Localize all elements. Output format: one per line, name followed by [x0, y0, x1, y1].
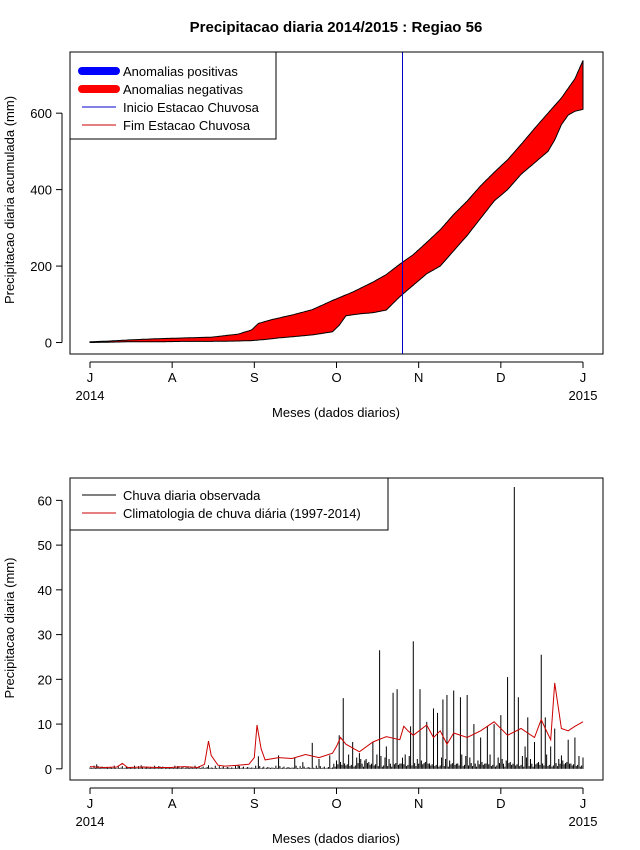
x-tick-label: J	[580, 796, 587, 811]
daily-chart-axes: 0 10 20 30 40 50 60 J A S O N D J 2014 2015	[38, 493, 598, 829]
anomaly-areas	[89, 52, 584, 354]
accumulated-precipitation-chart: 0 200 400 600 J A S O N D J 2014 2015 Anomalias posi…	[2, 51, 604, 420]
daily-chart-y-axis-title: Precipitacao diaria (mm)	[2, 558, 17, 699]
daily-chart-x-axis-title: Meses (dados diarios)	[272, 831, 400, 846]
figure-title: Precipitacao diaria 2014/2015 : Regiao 5…	[190, 19, 483, 36]
daily-chart-legend: Chuva diaria observada Climatologia de ch…	[69, 477, 389, 531]
legend-label: Inicio Estacao Chuvosa	[123, 100, 260, 115]
climatology-line-group	[89, 682, 584, 769]
x-tick-label: N	[414, 796, 423, 811]
accumulated-chart-legend: Anomalias positivas Anomalias negativas In…	[69, 51, 277, 140]
y-tick-label: 50	[38, 538, 52, 553]
climatology-line	[89, 682, 584, 769]
accumulated-chart-axes: 0 200 400 600 J A S O N D J 2014 2015	[30, 106, 597, 403]
y-tick-label: 600	[30, 106, 52, 121]
daily-chart-plot-frame	[69, 477, 604, 781]
x-tick-label: J	[87, 796, 94, 811]
legend-box	[69, 477, 389, 531]
x-tick-label: S	[250, 796, 259, 811]
y-tick-label: 400	[30, 183, 52, 198]
x-tick-label: N	[414, 370, 423, 385]
x-tick-label: A	[168, 370, 177, 385]
legend-label: Anomalias negativas	[123, 82, 243, 97]
y-tick-label: 40	[38, 583, 52, 598]
daily-precipitation-chart: 0 10 20 30 40 50 60 J A S O N D J 2014 2015 Chuva diari…	[2, 477, 604, 846]
y-tick-label: 10	[38, 717, 52, 732]
y-tick-label: 200	[30, 259, 52, 274]
y-tick-label: 60	[38, 493, 52, 508]
x-tick-label: S	[250, 370, 259, 385]
x-tick-label: J	[580, 370, 587, 385]
x-tick-label: D	[496, 370, 505, 385]
x-tick-label: O	[331, 370, 341, 385]
x-year-label: 2015	[569, 388, 598, 403]
x-tick-label: D	[496, 796, 505, 811]
negative-anomaly-area	[89, 60, 584, 343]
legend-label: Chuva diaria observada	[123, 488, 261, 503]
x-year-label: 2014	[76, 388, 105, 403]
x-year-label: 2014	[76, 814, 105, 829]
x-tick-label: O	[331, 796, 341, 811]
observed-rain-bars	[89, 486, 584, 769]
accumulated-chart-x-axis-title: Meses (dados diarios)	[272, 405, 400, 420]
x-year-label: 2015	[569, 814, 598, 829]
y-tick-label: 0	[45, 762, 52, 777]
x-tick-label: J	[87, 370, 94, 385]
accumulated-chart-plot-frame	[69, 51, 604, 355]
y-tick-label: 20	[38, 672, 52, 687]
legend-label: Anomalias positivas	[123, 64, 238, 79]
legend-label: Fim Estacao Chuvosa	[123, 118, 251, 133]
x-tick-label: A	[168, 796, 177, 811]
y-tick-label: 30	[38, 628, 52, 643]
accumulated-chart-y-axis-title: Precipitacao diaria acumulada (mm)	[2, 96, 17, 304]
y-tick-label: 0	[45, 336, 52, 351]
legend-label: Climatologia de chuva diária (1997-2014)	[123, 506, 361, 521]
